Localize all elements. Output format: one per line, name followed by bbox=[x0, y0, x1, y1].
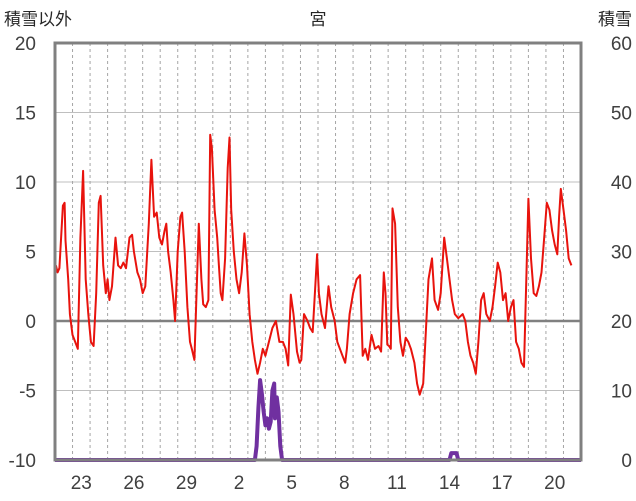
left-tick-label: -5 bbox=[19, 382, 36, 403]
left-tick-label: 20 bbox=[15, 34, 36, 55]
right-tick-label: 30 bbox=[611, 243, 632, 264]
series-line-2 bbox=[55, 378, 581, 462]
series-layer bbox=[54, 133, 581, 462]
x-tick-label: 29 bbox=[176, 473, 197, 494]
left-tick-label: 0 bbox=[25, 312, 36, 333]
x-tick-label: 14 bbox=[439, 473, 461, 494]
left-axis-ticks: 20 15 10 5 0 -5 -10 bbox=[9, 34, 36, 472]
x-tick-label: 26 bbox=[123, 473, 144, 494]
right-axis-ticks: 60 50 40 30 20 10 0 bbox=[611, 34, 632, 472]
right-tick-label: 20 bbox=[611, 312, 632, 333]
left-tick-label: 15 bbox=[15, 104, 36, 125]
right-tick-label: 60 bbox=[611, 34, 632, 55]
series-line-1 bbox=[54, 133, 573, 396]
left-tick-label: 10 bbox=[15, 173, 36, 194]
grid-lines bbox=[55, 43, 581, 460]
right-tick-label: 0 bbox=[621, 451, 632, 472]
x-tick-label: 2 bbox=[234, 473, 245, 494]
right-tick-label: 50 bbox=[611, 104, 632, 125]
left-tick-label: 5 bbox=[25, 243, 36, 264]
x-tick-label: 23 bbox=[71, 473, 92, 494]
chart-title: 宮 bbox=[310, 10, 327, 30]
plot-frame bbox=[53, 41, 583, 462]
left-axis-title: 積雪以外 bbox=[4, 10, 72, 30]
x-tick-label: 8 bbox=[339, 473, 350, 494]
left-tick-label: -10 bbox=[9, 451, 36, 472]
x-axis-ticks: 23 26 29 2 5 8 11 14 17 20 bbox=[71, 473, 566, 494]
right-axis-title: 積雪 bbox=[598, 10, 632, 30]
right-tick-label: 40 bbox=[611, 173, 632, 194]
x-tick-label: 11 bbox=[387, 473, 407, 494]
x-tick-label: 17 bbox=[492, 473, 513, 494]
x-tick-label: 5 bbox=[286, 473, 297, 494]
right-tick-label: 10 bbox=[611, 382, 632, 403]
x-tick-label: 20 bbox=[544, 473, 565, 494]
